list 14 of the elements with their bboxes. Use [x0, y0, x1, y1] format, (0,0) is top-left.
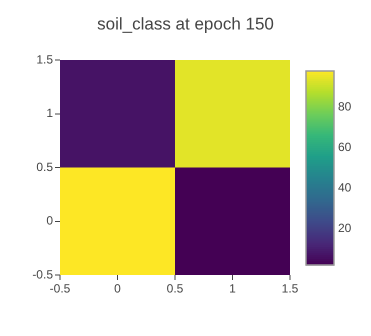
color-bar-label: 20: [338, 220, 352, 235]
x-tick-label: 1: [229, 282, 236, 296]
x-tick-label: 0: [114, 282, 122, 296]
y-tick-label: 1: [46, 106, 54, 120]
y-tick-label: 0.5: [36, 160, 54, 174]
x-tick-label: 0.5: [166, 282, 184, 296]
y-tick-label: 0: [46, 214, 54, 228]
y-tick-label: 1.5: [36, 52, 54, 66]
color-bar-label: 40: [338, 180, 352, 195]
y-tick-label: -0.5: [32, 267, 54, 282]
color-bar-label: 60: [338, 140, 352, 154]
color-bar-label: 80: [338, 100, 352, 114]
x-tick-label: 1.5: [282, 282, 299, 296]
chart-title: soil_class at epoch 150: [97, 14, 274, 34]
